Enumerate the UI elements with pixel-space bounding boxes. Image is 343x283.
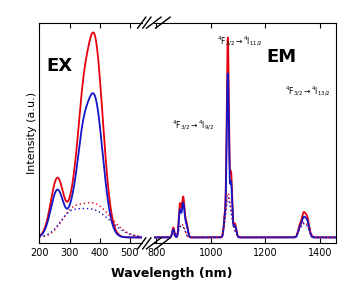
- Text: EM: EM: [267, 48, 297, 67]
- Text: $^4$F$_{3/2}$$\rightarrow$$^4$I$_{9/2}$: $^4$F$_{3/2}$$\rightarrow$$^4$I$_{9/2}$: [172, 118, 214, 133]
- Text: EX: EX: [47, 57, 73, 75]
- Y-axis label: Intensity (a.u.): Intensity (a.u.): [27, 92, 37, 174]
- Text: $^4$F$_{3/2}$$\rightarrow$$^4$I$_{11/2}$: $^4$F$_{3/2}$$\rightarrow$$^4$I$_{11/2}$: [217, 35, 262, 49]
- Text: $^4$F$_{3/2}$$\rightarrow$$^4$I$_{13/2}$: $^4$F$_{3/2}$$\rightarrow$$^4$I$_{13/2}$: [285, 85, 331, 100]
- Text: Wavelength (nm): Wavelength (nm): [111, 267, 232, 280]
